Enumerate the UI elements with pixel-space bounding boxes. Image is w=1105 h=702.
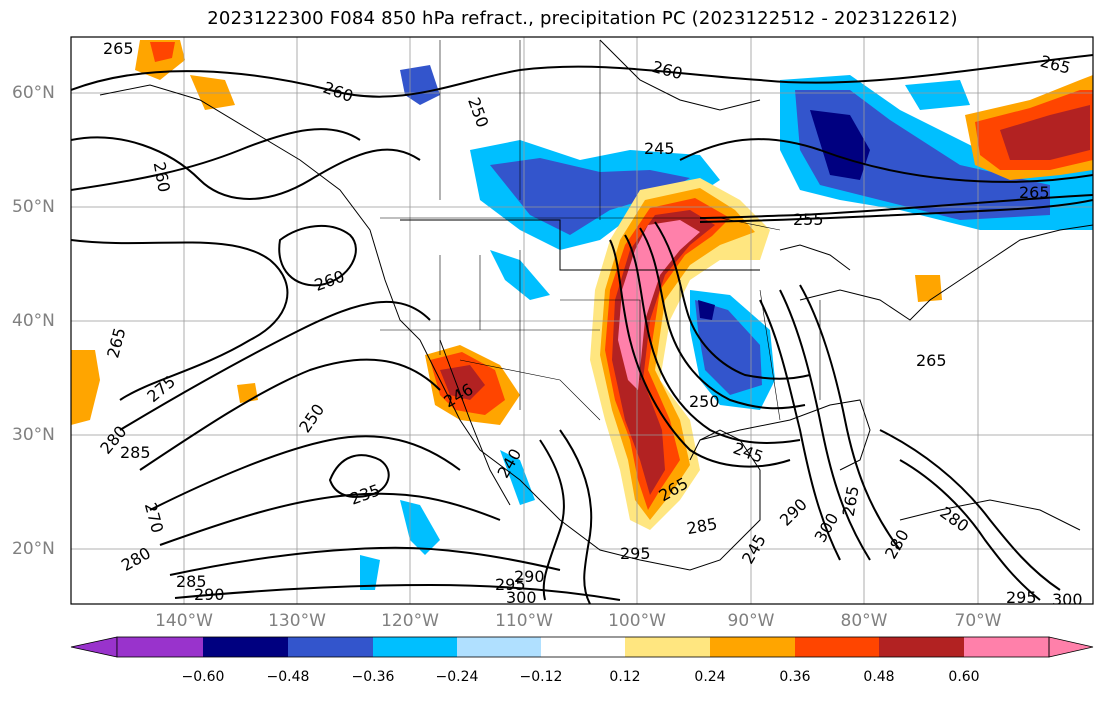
- lon-label-120w: 120°W: [381, 611, 439, 631]
- lat-label-20: 20°N: [12, 539, 55, 559]
- colorbar-tick-label: 0.12: [609, 669, 641, 685]
- colorbar-bin: [710, 637, 795, 657]
- lat-label-60: 60°N: [12, 83, 55, 103]
- contour-label: 285: [176, 572, 207, 591]
- lon-label-100w: 100°W: [608, 611, 666, 631]
- lon-label-140w: 140°W: [155, 611, 213, 631]
- borders: [380, 40, 821, 421]
- lon-label-80w: 80°W: [840, 611, 888, 631]
- colorbar-bin: [203, 637, 288, 657]
- map-title: 2023122300 F084 850 hPa refract., precip…: [207, 8, 958, 29]
- lon-label-110w: 110°W: [495, 611, 553, 631]
- lon-label-90w: 90°W: [727, 611, 775, 631]
- lon-label-70w: 70°W: [954, 611, 1002, 631]
- positive-anomaly-region: [71, 350, 100, 425]
- colorbar-bin: [541, 637, 625, 657]
- colorbar-tick-label: −0.24: [435, 669, 479, 685]
- contour-label: 295: [620, 544, 651, 563]
- colorbar-tick-label: 0.48: [863, 669, 895, 685]
- contour-label: 290: [194, 585, 225, 604]
- contour-label: 295: [495, 575, 526, 594]
- contour-label: 285: [120, 443, 151, 462]
- colorbar-extend-high: [1048, 636, 1094, 658]
- colorbar-bin: [625, 637, 710, 657]
- colorbar-bin: [879, 637, 964, 657]
- contour-label: 290: [514, 567, 545, 586]
- contour-label: 250: [689, 392, 720, 411]
- negative-anomaly-region: [695, 300, 762, 395]
- contour-label: 255: [793, 210, 824, 229]
- lat-label-30: 30°N: [12, 425, 55, 445]
- lat-label-50: 50°N: [12, 197, 55, 217]
- colorbar-bin: [373, 637, 457, 657]
- contour-label: 265: [1019, 183, 1050, 202]
- lon-label-130w: 130°W: [268, 611, 326, 631]
- colorbar-bin: [795, 637, 879, 657]
- negative-anomaly-region: [795, 90, 1050, 220]
- contour-label: 265: [103, 39, 134, 58]
- colorbar: [70, 636, 1094, 658]
- lat-label-40: 40°N: [12, 311, 55, 331]
- colorbar-tick-label: −0.48: [266, 669, 310, 685]
- contour-label: 300: [506, 588, 537, 607]
- positive-anomaly-region: [237, 383, 258, 403]
- positive-anomaly-region: [150, 42, 175, 62]
- contour-label: 245: [644, 139, 675, 158]
- contour-label: 265: [916, 351, 947, 370]
- colorbar-tick-label: −0.12: [519, 669, 563, 685]
- colorbar-tick-label: 0.60: [948, 669, 980, 685]
- negative-anomaly-region: [698, 300, 715, 320]
- colorbar-bin: [288, 637, 373, 657]
- colorbar-tick-label: 0.36: [779, 669, 811, 685]
- contour-label: 300: [1052, 590, 1083, 609]
- map-frame: [70, 36, 1094, 605]
- colorbar-tick-label: 0.24: [694, 669, 726, 685]
- negative-anomaly-region: [905, 80, 970, 110]
- colorbar-bin: [964, 637, 1049, 657]
- colorbar-tick-label: −0.36: [351, 669, 395, 685]
- coastlines: [99, 39, 1093, 571]
- colorbar-tick-label: −0.60: [181, 669, 225, 685]
- positive-anomaly-region: [1000, 105, 1090, 160]
- refractivity-contours: [71, 54, 1093, 604]
- negative-anomaly-region: [490, 158, 690, 235]
- colorbar-extend-low: [70, 636, 118, 658]
- colorbar-bin: [457, 637, 541, 657]
- contour-label: 295: [1006, 588, 1037, 607]
- colorbar-bin: [117, 637, 203, 657]
- negative-anomaly-region: [360, 555, 380, 590]
- positive-anomaly-region: [618, 220, 700, 390]
- positive-anomaly-region: [915, 275, 942, 302]
- positive-anomaly-region: [440, 365, 485, 400]
